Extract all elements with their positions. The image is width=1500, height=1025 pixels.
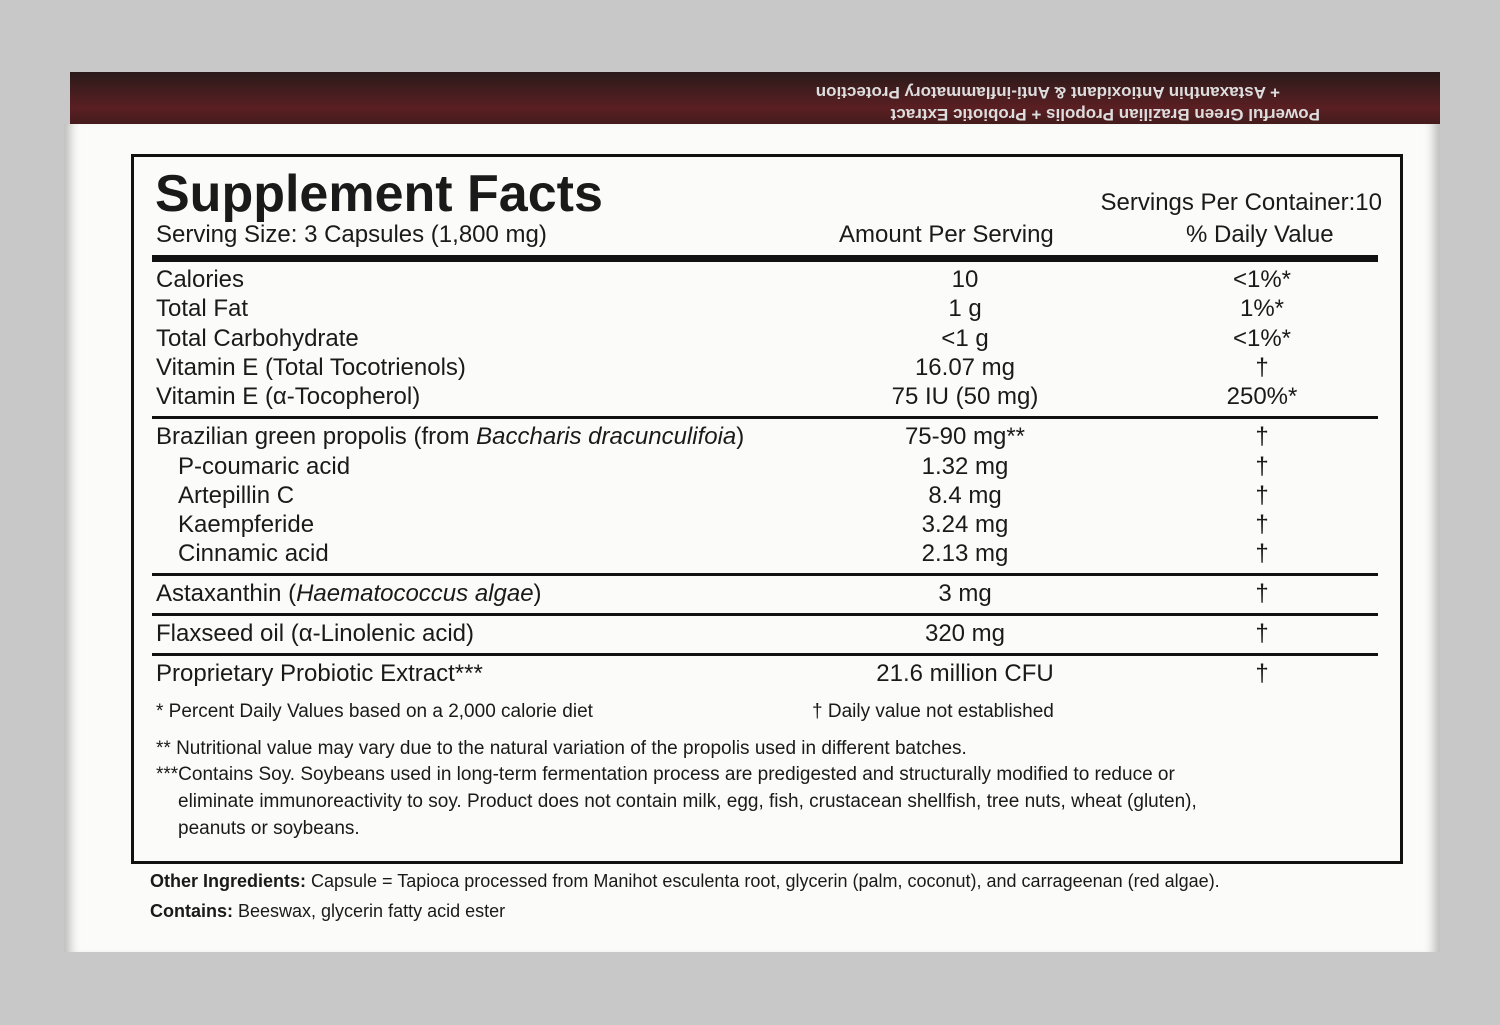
footnote: peanuts or soybeans. [178, 818, 360, 839]
daily-value: † [1255, 423, 1269, 451]
name-part: Baccharis dracunculifoia [476, 423, 737, 451]
nutrient-name: Cinnamic acid [178, 540, 329, 568]
nutrient-name: Kaempferide [178, 511, 314, 539]
facts-box [131, 154, 1403, 864]
amount: 320 mg [924, 620, 1006, 648]
nutrient-name: Flaxseed oil (α-Linolenic acid) [156, 620, 474, 648]
flap-line: + Astaxanthin Antioxidant & Anti-inflamm… [815, 83, 1280, 102]
section-rule [152, 653, 1378, 657]
amount: 1 g [948, 295, 982, 323]
name-part: Cinnamic acid [178, 540, 329, 568]
daily-value: † [1255, 580, 1269, 608]
column-header: % Daily Value [1186, 221, 1334, 248]
nutrient-name: Total Fat [156, 295, 248, 323]
footnote: eliminate immunoreactivity to soy. Produ… [178, 791, 1197, 812]
amount: 1.32 mg [921, 452, 1009, 480]
name-part: Total Fat [156, 295, 249, 323]
text: Capsule = Tapioca processed from Manihot… [306, 871, 1220, 891]
name-part: Brazilian green propolis (from [156, 423, 477, 451]
thick-rule [152, 255, 1378, 262]
amount: 16.07 mg [914, 353, 1016, 381]
contains: Contains: Beeswax, glycerin fatty acid e… [150, 899, 505, 923]
label: Contains: [150, 901, 233, 921]
nutrient-name: Brazilian green propolis (from Baccharis… [156, 423, 744, 451]
amount: 21.6 million CFU [876, 660, 1054, 688]
amount: 75-90 mg** [904, 423, 1026, 451]
daily-value: † [1255, 660, 1269, 688]
footnote: ***Contains Soy. Soybeans used in long-t… [156, 764, 1175, 785]
amount: 2.13 mg [921, 540, 1009, 568]
box-flap: Powerful Green Brazilian Propolis + Prob… [70, 72, 1440, 132]
column-header: Amount Per Serving [839, 221, 1054, 248]
amount: 10 [951, 266, 979, 293]
daily-value: † [1255, 620, 1269, 648]
name-part: Artepillin C [178, 481, 295, 509]
amount: 3 mg [938, 580, 992, 608]
nutrient-name: Astaxanthin (Haematococcus algae) [156, 580, 542, 608]
footnote: ** Nutritional value may vary due to the… [156, 738, 967, 759]
label-panel [64, 124, 1440, 952]
nutrient-name: Total Carbohydrate [156, 325, 359, 353]
facts-title: Supplement Facts [155, 165, 603, 223]
nutrient-name: Vitamin E (Total Tocotrienols) [156, 354, 466, 382]
daily-value: † [1255, 481, 1269, 509]
name-part: P-coumaric acid [178, 452, 351, 480]
daily-value: † [1255, 353, 1269, 381]
name-part: Vitamin E (α-Tocopherol) [156, 383, 421, 411]
name-part: Total Carbohydrate [156, 324, 359, 352]
nutrient-name: Vitamin E (α-Tocopherol) [156, 383, 420, 411]
section-rule [152, 573, 1378, 577]
section-rule [152, 416, 1378, 420]
flap-text: Powerful Green Brazilian Propolis + Prob… [70, 72, 1440, 132]
name-part: Flaxseed oil (α-Linolenic acid) [156, 620, 475, 648]
amount: 3.24 mg [921, 511, 1009, 539]
name-part: Astaxanthin ( [156, 580, 297, 608]
amount: 8.4 mg [928, 481, 1002, 509]
flap-line: Powerful Green Brazilian Propolis + Prob… [890, 105, 1320, 124]
amount: <1 g [941, 324, 989, 352]
other-ingredients: Other Ingredients: Capsule = Tapioca pro… [150, 869, 1220, 893]
name-part: Calories [156, 266, 245, 293]
text: Beeswax, glycerin fatty acid ester [233, 901, 506, 921]
daily-value: <1%* [1232, 266, 1292, 293]
nutrient-name: P-coumaric acid [178, 453, 350, 481]
daily-value: † [1255, 511, 1269, 539]
nutrient-name: Proprietary Probiotic Extract*** [156, 660, 483, 688]
nutrient-name: Artepillin C [178, 482, 294, 510]
label: Other Ingredients: [150, 871, 307, 891]
name-part: ) [736, 423, 745, 451]
name-part: Haematococcus algae [296, 580, 534, 608]
nutrient-name: Calories [156, 266, 244, 294]
footnote: * Percent Daily Values based on a 2,000 … [156, 701, 593, 722]
footnote: † Daily value not established [812, 701, 1054, 722]
name-part: Proprietary Probiotic Extract*** [156, 660, 483, 688]
daily-value: 1%* [1239, 295, 1285, 323]
amount: 75 IU (50 mg) [891, 383, 1039, 411]
section-rule [152, 613, 1378, 617]
daily-value: 250%* [1226, 383, 1298, 411]
daily-value: † [1255, 540, 1269, 568]
daily-value: <1%* [1232, 324, 1292, 352]
daily-value: † [1255, 452, 1269, 480]
name-part: Vitamin E (Total Tocotrienols) [156, 353, 466, 381]
serving-size: Serving Size: 3 Capsules (1,800 mg) [156, 221, 547, 248]
name-part: Kaempferide [178, 511, 315, 539]
servings-per-container: Servings Per Container:10 [1100, 189, 1382, 216]
name-part: ) [533, 580, 542, 608]
